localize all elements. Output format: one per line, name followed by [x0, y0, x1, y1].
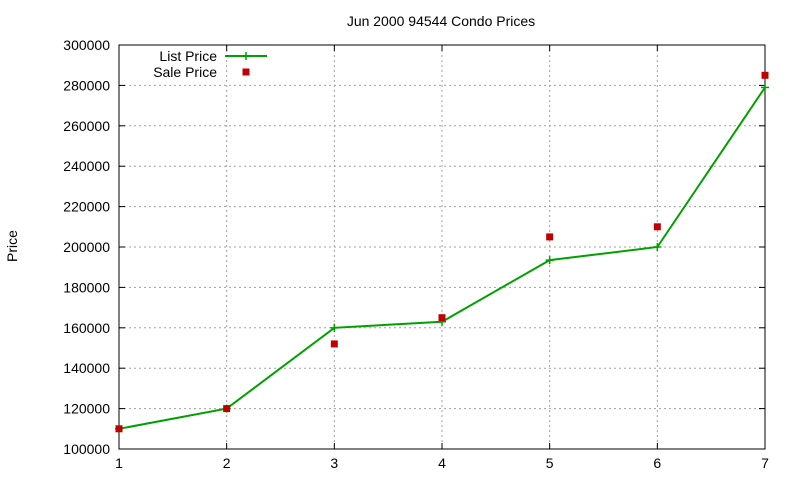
y-tick-label: 120000 — [63, 401, 110, 417]
data-point — [330, 323, 339, 332]
series-sale-price — [115, 71, 769, 433]
x-tick-label: 4 — [438, 455, 446, 471]
data-point — [223, 405, 231, 413]
legend-entry: Sale Price — [153, 64, 250, 80]
data-point — [546, 233, 554, 241]
data-point — [545, 256, 554, 265]
chart-title: Jun 2000 94544 Condo Prices — [347, 13, 535, 29]
x-tick-label: 3 — [330, 455, 338, 471]
legend-marker — [242, 68, 250, 76]
y-tick-label: 240000 — [63, 158, 110, 174]
y-tick-label: 140000 — [63, 360, 110, 376]
y-tick-label: 220000 — [63, 199, 110, 215]
data-point — [761, 71, 769, 79]
x-tick-label: 2 — [223, 455, 231, 471]
y-tick-label: 160000 — [63, 320, 110, 336]
y-tick-label: 260000 — [63, 118, 110, 134]
x-tick-label: 1 — [115, 455, 123, 471]
y-tick-label: 280000 — [63, 77, 110, 93]
data-point — [653, 223, 661, 231]
legend-entry: List Price — [159, 48, 267, 64]
grid — [119, 45, 765, 449]
y-tick-label: 200000 — [63, 239, 110, 255]
data-point — [653, 243, 662, 251]
legend-label: Sale Price — [153, 64, 217, 80]
data-point — [761, 83, 769, 92]
legend-label: List Price — [159, 48, 217, 64]
y-axis-label: Price — [4, 230, 20, 262]
series-layer — [115, 71, 769, 433]
data-point — [115, 425, 123, 433]
plot-border — [118, 44, 766, 450]
data-point — [438, 314, 446, 322]
y-tick-label: 300000 — [63, 37, 110, 53]
data-point — [330, 340, 338, 348]
x-tick-label: 7 — [761, 455, 769, 471]
axes: 1 2 3 4 5 6 7 100000 120000 140000 160000 180000 200… — [63, 37, 769, 471]
x-tick-label: 5 — [546, 455, 554, 471]
y-tick-label: 100000 — [63, 441, 110, 457]
y-tick-label: 180000 — [63, 279, 110, 295]
x-tick-label: 6 — [653, 455, 661, 471]
legend-marker — [242, 52, 250, 60]
